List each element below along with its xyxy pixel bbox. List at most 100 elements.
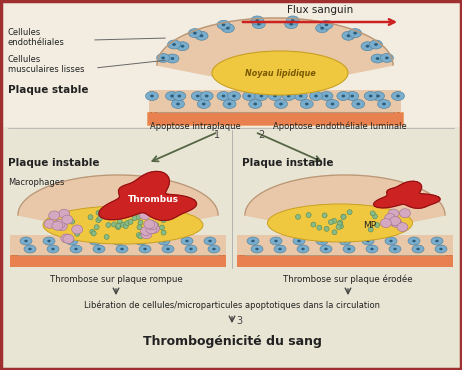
Ellipse shape <box>293 237 305 245</box>
Ellipse shape <box>397 223 408 232</box>
Ellipse shape <box>285 20 298 28</box>
Bar <box>237 255 453 267</box>
Circle shape <box>332 230 337 235</box>
Ellipse shape <box>168 40 181 49</box>
Polygon shape <box>245 175 445 255</box>
Ellipse shape <box>371 54 384 63</box>
Polygon shape <box>373 181 440 208</box>
Text: Noyau lipidique: Noyau lipidique <box>244 68 316 77</box>
Ellipse shape <box>339 237 351 245</box>
Ellipse shape <box>257 23 261 26</box>
Circle shape <box>138 220 143 225</box>
Ellipse shape <box>255 248 259 250</box>
Ellipse shape <box>380 219 391 228</box>
Circle shape <box>125 221 130 226</box>
Bar <box>10 235 226 255</box>
Ellipse shape <box>376 57 379 60</box>
Ellipse shape <box>377 100 390 108</box>
Ellipse shape <box>166 248 170 250</box>
Circle shape <box>90 229 95 234</box>
Circle shape <box>94 225 99 230</box>
Text: Flux sanguin: Flux sanguin <box>287 5 353 15</box>
Ellipse shape <box>343 245 355 253</box>
Ellipse shape <box>62 215 73 224</box>
Ellipse shape <box>93 240 97 242</box>
Polygon shape <box>18 175 218 255</box>
Ellipse shape <box>243 91 256 101</box>
Ellipse shape <box>416 248 419 250</box>
Circle shape <box>104 234 109 239</box>
Ellipse shape <box>52 221 63 230</box>
Circle shape <box>322 213 327 218</box>
Circle shape <box>347 210 352 215</box>
Ellipse shape <box>255 91 268 101</box>
Ellipse shape <box>149 224 160 233</box>
Circle shape <box>161 218 166 223</box>
Text: Thrombose sur plaque rompue: Thrombose sur plaque rompue <box>49 275 182 284</box>
Ellipse shape <box>371 91 384 101</box>
Ellipse shape <box>374 43 378 46</box>
Ellipse shape <box>254 102 257 105</box>
Ellipse shape <box>212 51 348 95</box>
Ellipse shape <box>310 91 322 101</box>
Ellipse shape <box>63 235 74 243</box>
Circle shape <box>375 222 380 228</box>
Circle shape <box>91 231 96 236</box>
Ellipse shape <box>439 248 443 250</box>
Ellipse shape <box>54 219 65 229</box>
Ellipse shape <box>185 245 197 253</box>
Ellipse shape <box>223 100 236 108</box>
Circle shape <box>306 212 311 218</box>
Ellipse shape <box>289 23 293 26</box>
Ellipse shape <box>326 100 339 108</box>
Ellipse shape <box>251 16 264 25</box>
Ellipse shape <box>170 57 174 60</box>
Ellipse shape <box>337 91 350 101</box>
Text: Plaque instable: Plaque instable <box>8 158 99 168</box>
Circle shape <box>370 211 375 216</box>
Ellipse shape <box>320 20 333 29</box>
Circle shape <box>339 224 343 229</box>
Ellipse shape <box>361 42 374 51</box>
Ellipse shape <box>286 16 299 25</box>
Circle shape <box>317 225 322 230</box>
Circle shape <box>88 215 93 220</box>
Text: 2: 2 <box>258 130 264 140</box>
Circle shape <box>116 225 121 229</box>
Ellipse shape <box>204 237 216 245</box>
Circle shape <box>159 225 164 230</box>
Ellipse shape <box>391 91 405 101</box>
Ellipse shape <box>282 91 295 101</box>
Text: Cellules
endothéliales: Cellules endothéliales <box>8 28 65 47</box>
Ellipse shape <box>135 237 147 245</box>
Ellipse shape <box>267 204 413 242</box>
Ellipse shape <box>49 211 60 220</box>
Ellipse shape <box>165 91 178 101</box>
Ellipse shape <box>380 53 393 63</box>
Ellipse shape <box>70 245 82 253</box>
Circle shape <box>336 225 341 229</box>
Circle shape <box>75 231 79 236</box>
Circle shape <box>296 214 300 219</box>
Ellipse shape <box>316 24 328 33</box>
Circle shape <box>341 214 346 219</box>
Circle shape <box>132 216 137 221</box>
Ellipse shape <box>217 20 230 29</box>
Ellipse shape <box>352 100 365 108</box>
Ellipse shape <box>20 237 32 245</box>
Circle shape <box>96 218 101 223</box>
Ellipse shape <box>366 240 370 242</box>
Ellipse shape <box>191 91 204 101</box>
Ellipse shape <box>385 237 397 245</box>
Ellipse shape <box>305 102 309 105</box>
Ellipse shape <box>176 42 189 51</box>
Circle shape <box>117 218 122 223</box>
Ellipse shape <box>158 237 170 245</box>
Circle shape <box>138 234 143 239</box>
Circle shape <box>137 225 142 230</box>
Ellipse shape <box>181 237 193 245</box>
Circle shape <box>372 214 377 219</box>
Ellipse shape <box>150 95 154 97</box>
Ellipse shape <box>249 100 262 108</box>
Ellipse shape <box>412 240 416 242</box>
